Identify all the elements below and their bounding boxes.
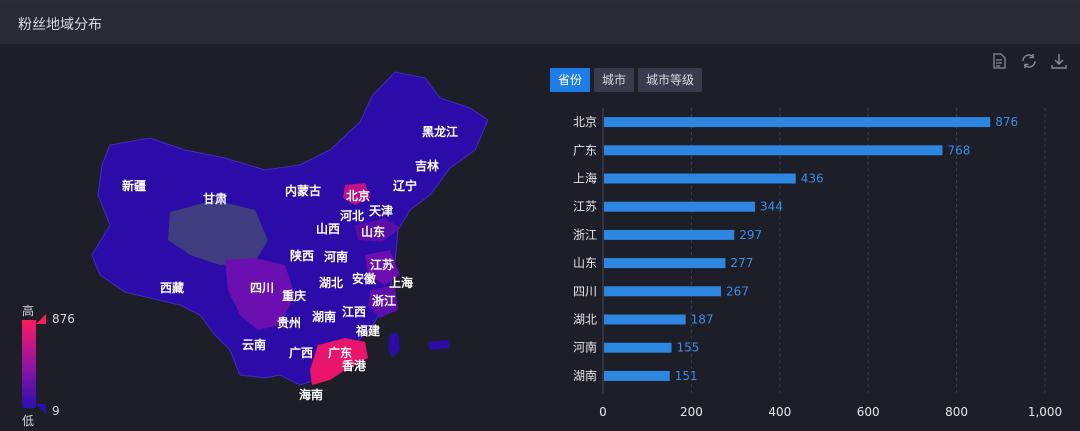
refresh-icon[interactable]: [1020, 52, 1038, 70]
label-heilongjiang: 黑龙江: [422, 124, 458, 139]
bar[interactable]: [604, 258, 726, 269]
x-tick-label: 600: [857, 405, 880, 419]
legend-gradient-bar[interactable]: [22, 320, 36, 408]
label-chongqing: 重庆: [282, 288, 306, 303]
label-hainan: 海南: [299, 387, 323, 402]
map-region-sichuan: [225, 258, 295, 330]
chart-toolbar: [990, 52, 1068, 70]
bar[interactable]: [604, 286, 722, 297]
label-hebei: 河北: [339, 208, 364, 223]
province-bar-chart: 0 200 400 600 800 1,000 北京 876 广东 768 上海 436 江苏 344 浙江…: [573, 108, 1062, 419]
category-label: 四川: [573, 284, 597, 298]
panel-title: 粉丝地域分布: [18, 17, 102, 33]
category-label: 湖北: [573, 312, 597, 327]
label-jiangxi: 江西: [342, 304, 366, 319]
label-fujian: 福建: [355, 323, 381, 338]
label-jiangsu: 江苏: [370, 257, 394, 272]
label-tianjin: 天津: [369, 203, 393, 218]
map-region-zhejiang: [368, 285, 398, 318]
bar[interactable]: [604, 201, 756, 212]
value-label: 267: [726, 284, 749, 298]
value-label: 876: [995, 115, 1018, 129]
value-label: 768: [947, 143, 970, 157]
x-tick-label: 1,000: [1028, 405, 1062, 419]
x-tick-label: 800: [945, 405, 968, 419]
province-labels: 黑龙江 吉林 辽宁 内蒙古 新疆 甘肃 北京 天津 河北 山西 山东 陕西 河南…: [122, 124, 458, 402]
panel-header: 粉丝地域分布: [0, 4, 1080, 44]
value-label: 151: [675, 369, 698, 383]
bar[interactable]: [604, 229, 735, 240]
label-beijing: 北京: [346, 188, 370, 203]
map-region-taiwan: [388, 332, 400, 358]
map-region-gray: [168, 200, 268, 265]
label-zhejiang: 浙江: [372, 293, 396, 308]
x-tick-label: 400: [768, 405, 791, 419]
category-label: 浙江: [573, 228, 597, 242]
china-map: 黑龙江 吉林 辽宁 内蒙古 新疆 甘肃 北京 天津 河北 山西 山东 陕西 河南…: [91, 71, 489, 402]
value-label: 277: [730, 256, 753, 270]
label-liaoning: 辽宁: [393, 178, 417, 193]
label-xinjiang: 新疆: [122, 178, 146, 193]
map-region-island: [428, 340, 450, 350]
category-label: 上海: [573, 171, 597, 186]
category-label: 北京: [573, 115, 597, 129]
value-label: 436: [801, 172, 824, 186]
label-yunnan: 云南: [242, 337, 266, 352]
label-hongkong: 香港: [341, 358, 367, 373]
legend-min-value: 9: [52, 404, 60, 418]
category-label: 山东: [573, 256, 597, 270]
label-neimenggu: 内蒙古: [285, 183, 321, 198]
bar[interactable]: [604, 117, 991, 128]
data-view-icon[interactable]: [990, 52, 1008, 70]
label-jilin: 吉林: [415, 158, 439, 173]
legend-max-value: 876: [52, 312, 75, 326]
label-guangxi: 广西: [289, 345, 313, 360]
label-hunan: 湖南: [312, 309, 336, 324]
map-base: [91, 71, 489, 386]
category-label: 湖南: [573, 368, 597, 383]
category-label: 广东: [573, 143, 597, 157]
bar[interactable]: [604, 314, 686, 325]
x-tick-label: 0: [599, 405, 607, 419]
tab-city-level[interactable]: 城市等级: [638, 68, 703, 92]
download-icon[interactable]: [1050, 52, 1068, 70]
legend-min-handle[interactable]: [36, 404, 46, 414]
label-guizhou: 贵州: [277, 315, 301, 330]
map-region-beijing: [343, 183, 370, 205]
x-tick-label: 200: [680, 405, 703, 419]
tab-city[interactable]: 城市: [594, 68, 635, 92]
label-shaanxi: 陕西: [290, 248, 314, 263]
bar[interactable]: [604, 145, 943, 156]
category-label: 江苏: [573, 200, 597, 214]
category-label: 河南: [573, 340, 597, 355]
label-gansu: 甘肃: [203, 191, 227, 206]
label-shanghai: 上海: [389, 275, 413, 290]
top-strip: [0, 0, 1080, 4]
bar[interactable]: [604, 370, 670, 381]
value-label: 155: [677, 341, 700, 355]
label-xizang: 西藏: [160, 280, 184, 295]
label-henan: 河南: [323, 249, 348, 264]
map-region-guangdong: [310, 338, 368, 385]
label-guangdong: 广东: [328, 345, 352, 360]
dimension-tabs: 省份 城市 城市等级: [550, 68, 703, 92]
label-shandong: 山东: [361, 224, 385, 239]
value-label: 187: [691, 313, 714, 327]
label-sichuan: 四川: [250, 281, 274, 295]
legend-max-handle[interactable]: [36, 314, 46, 324]
bar[interactable]: [604, 342, 672, 353]
legend-high-label: 高: [22, 304, 35, 318]
bar[interactable]: [604, 173, 796, 184]
map-region-jiangsu: [365, 250, 400, 285]
legend-low-label: 低: [22, 414, 35, 428]
label-hubei: 湖北: [319, 275, 343, 290]
value-label: 344: [760, 200, 783, 214]
visual-map-legend: 高 876 9 低: [16, 300, 86, 430]
label-anhui: 安徽: [352, 271, 377, 286]
map-region-shandong: [355, 218, 400, 242]
tab-province[interactable]: 省份: [550, 68, 591, 92]
value-label: 297: [739, 228, 762, 242]
label-shanxi: 山西: [316, 221, 340, 236]
